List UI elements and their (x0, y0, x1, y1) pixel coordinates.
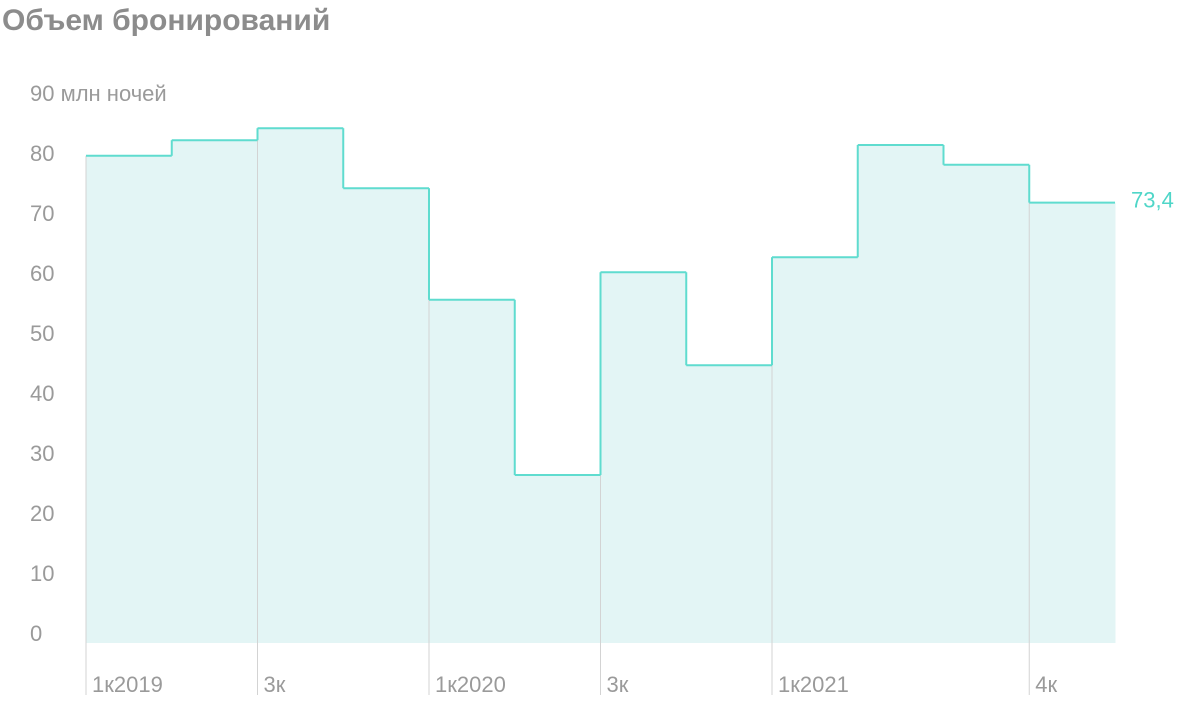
x-tick-label: 1к2020 (435, 672, 506, 697)
area-bar (600, 272, 687, 643)
area-bar (429, 299, 516, 643)
area-bar (857, 145, 944, 643)
y-tick-label: 0 (30, 621, 42, 646)
area-bar (943, 164, 1030, 644)
area-bar (772, 257, 859, 643)
y-tick-label: 50 (30, 321, 54, 346)
x-tick-label: 4к (1035, 672, 1057, 697)
y-tick-label: 80 (30, 141, 54, 166)
x-tick-label: 1к2021 (778, 672, 849, 697)
area-bar (86, 155, 173, 644)
x-tick-label: 3к (607, 672, 629, 697)
area-bar (343, 188, 430, 643)
x-tick-label: 1к2019 (92, 672, 163, 697)
y-tick-label: 10 (30, 561, 54, 586)
y-tick-label: 30 (30, 441, 54, 466)
area-bar (514, 475, 601, 643)
area-bar (171, 140, 258, 643)
value-label: 73,4 (1131, 187, 1174, 212)
y-tick-label: 90 млн ночей (30, 81, 167, 106)
y-tick-label: 70 (30, 201, 54, 226)
chart-title: Объем бронирований (2, 4, 330, 37)
area-bar (686, 365, 773, 643)
area-bar (1029, 202, 1116, 643)
y-tick-label: 60 (30, 261, 54, 286)
y-tick-label: 40 (30, 381, 54, 406)
area-bar (257, 128, 344, 643)
x-tick-label: 3к (264, 672, 286, 697)
y-tick-label: 20 (30, 501, 54, 526)
